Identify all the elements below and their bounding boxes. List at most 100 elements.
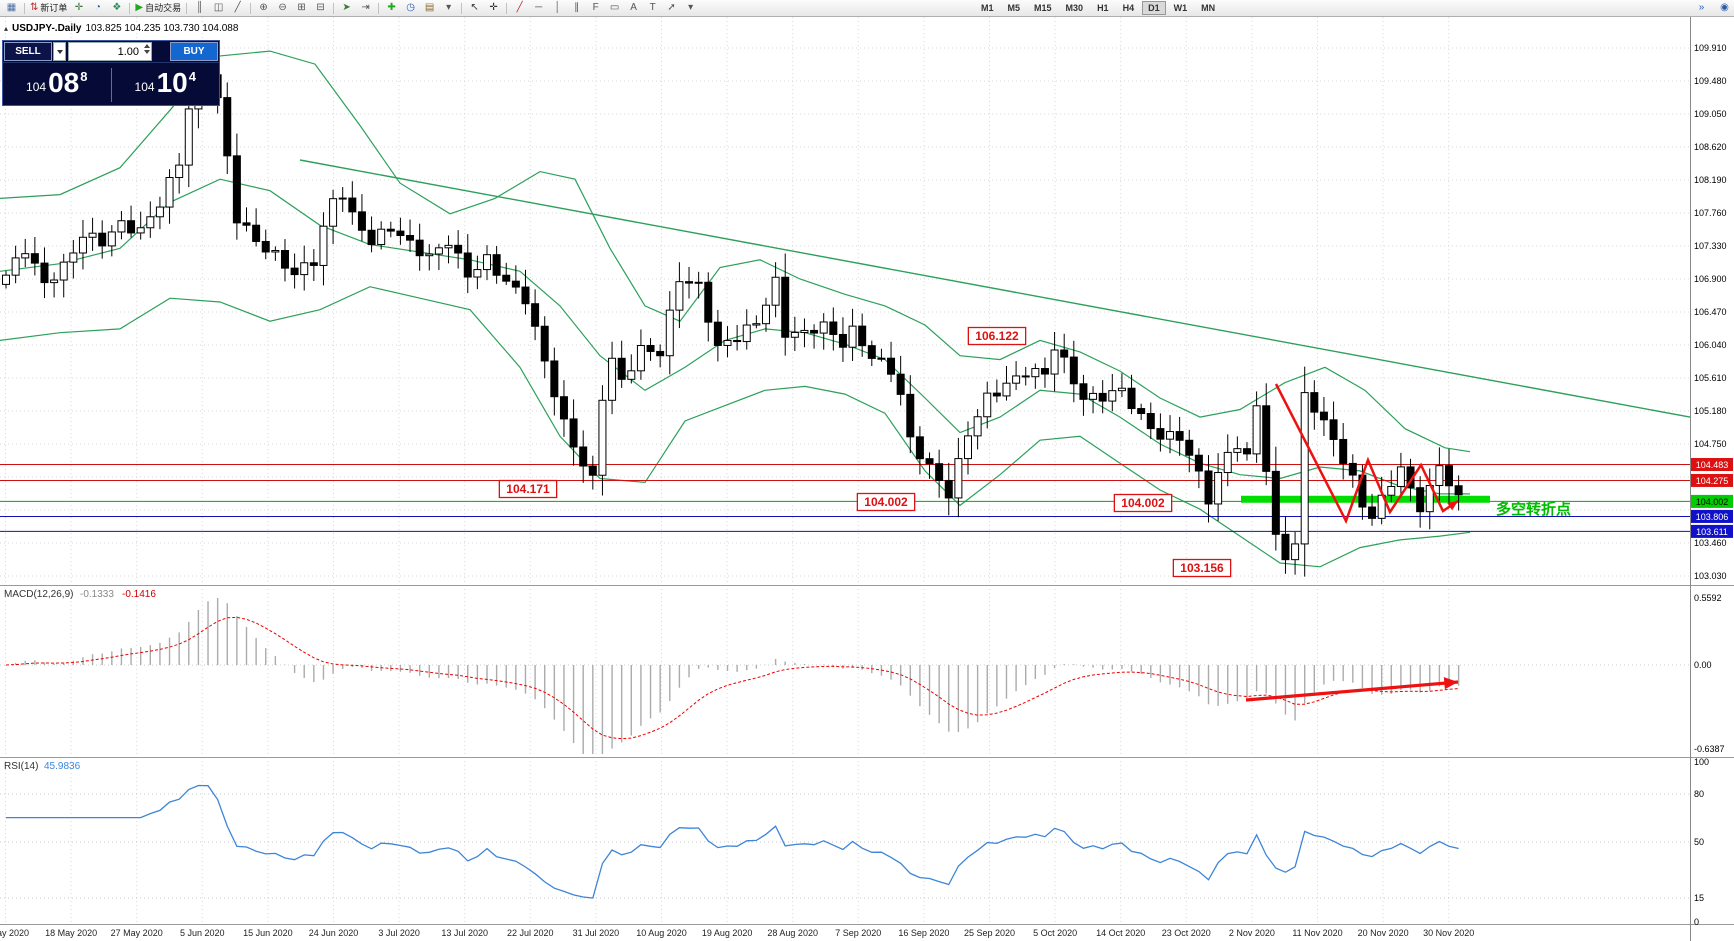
new-order-button[interactable]: ⇅ 新订单 bbox=[30, 2, 68, 13]
timeframe-d1[interactable]: D1 bbox=[1142, 1, 1166, 15]
text-label-icon[interactable]: T bbox=[649, 2, 656, 13]
alerts-icon[interactable]: ◉ bbox=[1720, 2, 1729, 13]
navigator-icon[interactable]: ❖ bbox=[112, 2, 122, 13]
macd-trend-arrow[interactable] bbox=[1245, 680, 1459, 702]
date-tick-label: 5 Oct 2020 bbox=[1033, 928, 1077, 938]
bollinger-middle-band bbox=[0, 178, 1470, 495]
objects-dropdown-icon[interactable]: ▾ bbox=[688, 2, 694, 13]
timeframe-m1[interactable]: M1 bbox=[981, 3, 994, 13]
trade-controls-row: SELL 1.00 BUY bbox=[3, 41, 219, 63]
cascade-windows-icon[interactable]: ⊟ bbox=[316, 2, 325, 13]
bid-price[interactable]: 104 08 8 bbox=[26, 67, 88, 99]
timeframe-w1[interactable]: W1 bbox=[1173, 3, 1188, 13]
auto-scroll-icon[interactable]: ➤ bbox=[342, 2, 351, 13]
indicator-label: 15 bbox=[1694, 893, 1704, 903]
date-tick-label: 2 Nov 2020 bbox=[1229, 928, 1275, 938]
spinner-down-icon bbox=[144, 50, 150, 54]
chart-shift-icon[interactable]: ⇥ bbox=[361, 2, 370, 13]
sell-button[interactable]: SELL bbox=[4, 42, 52, 61]
indicator-label: -0.1333 bbox=[80, 589, 114, 600]
templates-icon[interactable]: ▤ bbox=[424, 2, 435, 13]
crosshair-icon[interactable]: ✛ bbox=[489, 2, 498, 13]
candlestick-chart-icon[interactable]: ◫ bbox=[213, 2, 224, 13]
price-tick-label: 105.180 bbox=[1694, 406, 1727, 416]
toolbar-separator bbox=[129, 2, 131, 14]
trendline-icon[interactable]: ╱ bbox=[516, 2, 523, 13]
toolbar-separator bbox=[333, 2, 335, 14]
date-tick-label: 10 Aug 2020 bbox=[636, 928, 687, 938]
price-label-text: 104.002 bbox=[1121, 496, 1165, 510]
templates-dropdown-icon[interactable]: ▾ bbox=[446, 2, 452, 13]
lot-spinner[interactable] bbox=[144, 44, 150, 54]
date-tick-label: 5 Jun 2020 bbox=[180, 928, 225, 938]
toolbar-overflow-icon[interactable]: » bbox=[1698, 2, 1705, 13]
text-icon[interactable]: A bbox=[630, 2, 637, 13]
indicator-label: 100 bbox=[1694, 757, 1709, 767]
indicator-label: -0.1416 bbox=[122, 589, 156, 600]
horizontal-line-icon[interactable]: ─ bbox=[535, 2, 543, 13]
price-label-box[interactable] bbox=[1113, 493, 1173, 513]
date-axis[interactable]: 4 May 2020 18 May 2020 27 May 2020 5 Jun 20… bbox=[0, 928, 1474, 938]
bollinger-lower-band bbox=[0, 286, 1471, 568]
toolbar-separator bbox=[506, 2, 508, 14]
date-tick-label: 22 Jul 2020 bbox=[507, 928, 554, 938]
price-label-box[interactable] bbox=[498, 479, 558, 499]
symbol-period-label: USDJPY-.Daily bbox=[12, 23, 82, 34]
order-type-dropdown[interactable] bbox=[53, 42, 66, 61]
arrows-icon[interactable]: ➚ bbox=[667, 2, 676, 13]
cursor-icon[interactable]: ↖ bbox=[470, 2, 479, 13]
shapes-icon[interactable]: ▭ bbox=[609, 2, 620, 13]
timeframe-m5[interactable]: M5 bbox=[1007, 3, 1021, 13]
timeframe-buttons: M1 M5 M15 M30 H1 H4 D1 W1 MN bbox=[975, 1, 1221, 15]
price-badge bbox=[1691, 509, 1733, 523]
timeframe-m30[interactable]: M30 bbox=[1065, 3, 1084, 13]
price-tick-label: 109.480 bbox=[1694, 76, 1727, 86]
chart-window-icon[interactable]: ▦ bbox=[6, 2, 17, 13]
price-label-box[interactable] bbox=[967, 326, 1027, 346]
descending-trendline[interactable] bbox=[299, 159, 1690, 418]
timeframe-mn[interactable]: MN bbox=[1201, 3, 1216, 13]
equidistant-channel-icon[interactable]: ∥ bbox=[574, 2, 580, 13]
macd-panel bbox=[0, 597, 1690, 754]
fibonacci-icon[interactable]: F bbox=[592, 2, 599, 13]
price-label-text: 106.122 bbox=[975, 329, 1019, 343]
cn-annotation-text[interactable]: 多空转折点 bbox=[1496, 500, 1571, 518]
tile-windows-icon[interactable]: ⊞ bbox=[297, 2, 306, 13]
bollinger-upper-band bbox=[0, 50, 1471, 453]
price-label-box[interactable] bbox=[1172, 558, 1232, 578]
date-tick-label: 30 Nov 2020 bbox=[1423, 928, 1474, 938]
ask-price[interactable]: 104 10 4 bbox=[134, 67, 196, 99]
price-divider bbox=[110, 68, 112, 102]
date-tick-label: 18 May 2020 bbox=[45, 928, 97, 938]
price-tick-label: 105.610 bbox=[1694, 373, 1727, 383]
toolbar-separator bbox=[186, 2, 188, 14]
indicators-icon[interactable]: ✚ bbox=[387, 2, 396, 13]
lot-size-input[interactable]: 1.00 bbox=[68, 42, 152, 61]
annotations-layer[interactable]: 106.122 104.171 104.002 104.002 103.156 多空转折点 bbox=[498, 326, 1571, 578]
price-badge-text: 103.806 bbox=[1696, 512, 1729, 522]
price-axis[interactable]: 109.910 109.480 109.050 108.620 108.190 107.7… bbox=[1690, 17, 1734, 941]
vertical-line-icon[interactable]: │ bbox=[554, 2, 561, 13]
timeframe-h1[interactable]: H1 bbox=[1097, 3, 1109, 13]
price-badge-text: 104.483 bbox=[1696, 460, 1729, 470]
date-tick-label: 4 May 2020 bbox=[0, 928, 29, 938]
price-label-text: 104.171 bbox=[506, 482, 550, 496]
spinner-up-icon bbox=[144, 44, 150, 48]
price-badge-text: 104.002 bbox=[1696, 497, 1729, 507]
line-chart-icon[interactable]: ╱ bbox=[234, 2, 241, 13]
indicator-label: RSI(14) bbox=[4, 761, 38, 772]
price-label-box[interactable] bbox=[856, 492, 916, 512]
periods-icon[interactable]: ◷ bbox=[406, 2, 415, 13]
autotrading-button[interactable]: ▶ 自动交易 bbox=[135, 2, 182, 13]
bar-chart-icon[interactable]: ║ bbox=[196, 2, 204, 13]
timeframe-h4[interactable]: H4 bbox=[1122, 3, 1135, 13]
trend-zigzag-arrow[interactable] bbox=[1274, 383, 1459, 525]
data-window-icon[interactable]: ◔ bbox=[94, 2, 101, 13]
zoom-out-icon[interactable]: ⊖ bbox=[278, 2, 287, 13]
buy-button[interactable]: BUY bbox=[170, 42, 218, 61]
zoom-in-icon[interactable]: ⊕ bbox=[259, 2, 268, 13]
price-tick-label: 103.030 bbox=[1694, 571, 1727, 581]
timeframe-m15[interactable]: M15 bbox=[1034, 3, 1052, 13]
market-watch-icon[interactable]: ✛ bbox=[74, 2, 84, 13]
